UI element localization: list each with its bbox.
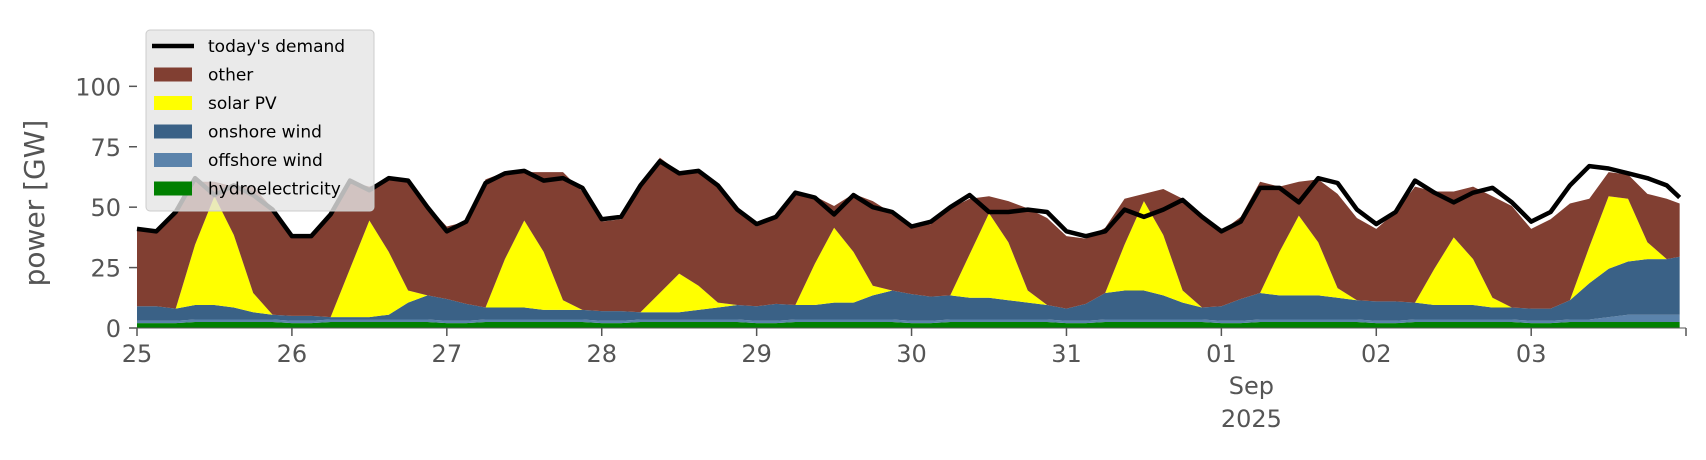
legend-box [145,29,375,212]
x-tick-label: 02 [1361,340,1392,368]
legend-label: today's demand [208,37,345,57]
legend-swatch [154,153,192,167]
legend-swatch [154,96,192,110]
x-tick-label: 25 [122,340,153,368]
y-axis-label: power [GW] [18,120,51,287]
legend-swatch [154,67,192,82]
demand-line-layer [136,159,1682,239]
area-hydroelectricity [137,321,1680,328]
legend-label: onshore wind [208,123,322,143]
x-tick-label: 01 [1206,340,1237,368]
y-tick-label: 0 [106,315,121,343]
legend-swatch [154,124,192,139]
y-tick-label: 75 [90,134,121,162]
area-offshore-wind [137,314,1680,324]
legend-label: solar PV [208,94,277,114]
legend-label: other [208,66,253,86]
x-tick-label: 28 [586,340,617,368]
y-tick-label: 50 [90,194,121,222]
x-tick-label: 27 [432,340,463,368]
y-tick-label: 100 [75,73,121,101]
x-tick-label: 03 [1516,340,1547,368]
line-today-s-demand [136,159,1682,239]
area-solar-pv [137,196,1680,318]
legend-swatch [154,181,192,196]
x-tick-label: 29 [741,340,772,368]
area-onshore-wind [137,256,1680,321]
x-tick-label: 31 [1051,340,1082,368]
legend-label: hydroelectricity [208,180,341,200]
legend-label: offshore wind [208,151,323,171]
y-tick-label: 25 [90,255,121,283]
x-secondary-label: 2025 [1221,405,1282,433]
x-tick-label: 30 [896,340,927,368]
x-tick-label: 26 [277,340,308,368]
x-secondary-label: Sep [1229,372,1274,400]
legend: today's demand other solar PV onshore wind o… [145,29,375,212]
